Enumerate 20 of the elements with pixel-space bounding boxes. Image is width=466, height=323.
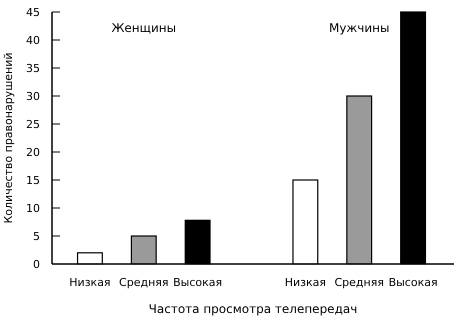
y-tick-label: 35: [26, 62, 40, 75]
y-tick-label: 5: [33, 230, 40, 243]
y-tick-label: 10: [26, 202, 40, 215]
y-axis-title: Количество правонарушений: [2, 52, 15, 224]
x-tick-label: Высокая: [388, 276, 438, 289]
x-tick-label: Низкая: [69, 276, 111, 289]
annotation: Мужчины: [328, 21, 390, 35]
x-tick-label: Средняя: [119, 276, 169, 289]
y-tick-label: 0: [33, 258, 40, 271]
y-tick-label: 45: [26, 6, 40, 19]
x-tick-label: Высокая: [173, 276, 222, 289]
annotation: Женщины: [111, 21, 176, 35]
y-tick-label: 40: [26, 34, 40, 47]
y-tick-label: 15: [26, 174, 40, 187]
x-axis-title: Частота просмотра телепередач: [148, 302, 358, 316]
x-tick-label: Низкая: [284, 276, 326, 289]
y-tick-label: 25: [26, 118, 40, 131]
y-tick-label: 30: [26, 90, 40, 103]
y-tick-label: 20: [26, 146, 40, 159]
x-tick-label: Средняя: [334, 276, 384, 289]
